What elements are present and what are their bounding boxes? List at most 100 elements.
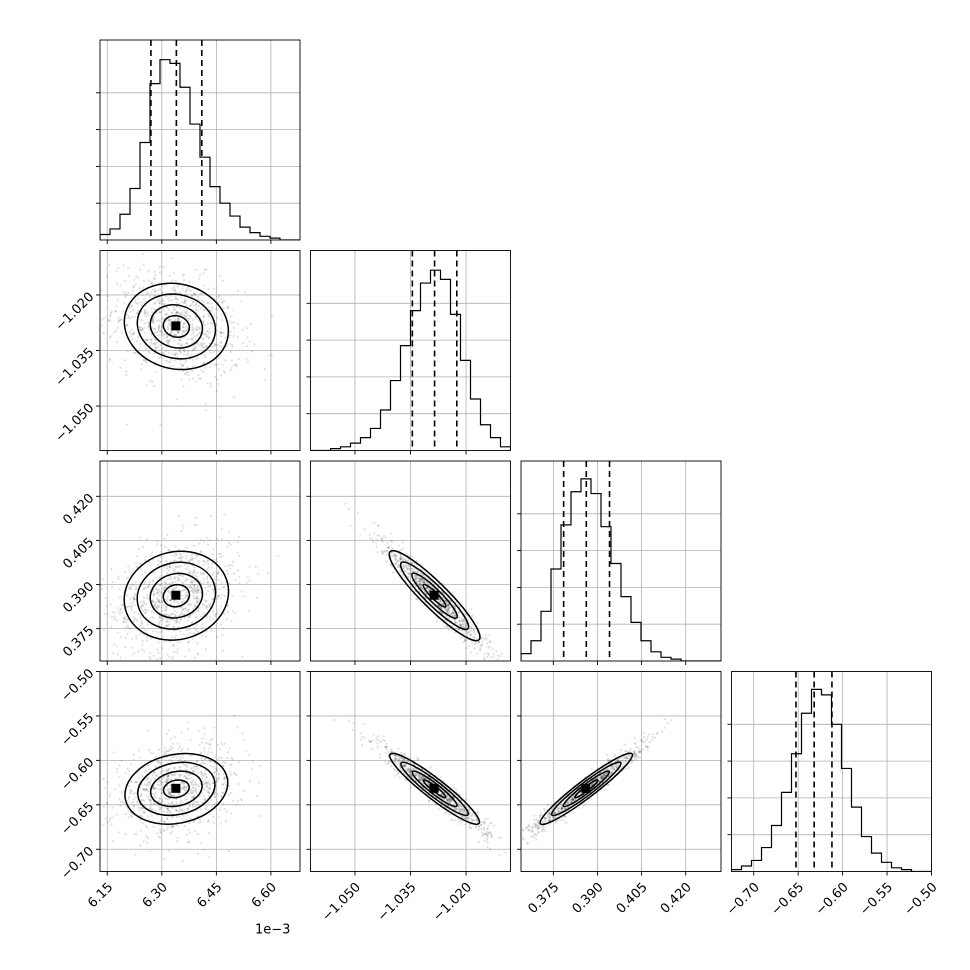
panel-1-1: [306, 250, 511, 455]
scatter-point: [188, 288, 191, 291]
scatter-point: [157, 598, 161, 602]
scatter-point: [188, 571, 191, 575]
scatter-point: [420, 776, 423, 780]
scatter-point: [163, 586, 166, 590]
scatter-point: [194, 789, 197, 792]
scatter-point: [221, 743, 224, 746]
scatter-point: [461, 807, 464, 810]
scatter-point: [146, 764, 149, 768]
scatter-point: [168, 759, 171, 762]
scatter-point: [167, 774, 170, 778]
scatter-point: [158, 271, 162, 274]
scatter-point: [216, 343, 219, 347]
scatter-point: [447, 610, 450, 613]
scatter-point: [108, 336, 112, 339]
scatter-point: [149, 341, 152, 344]
scatter-point: [454, 615, 457, 618]
scatter-point: [168, 598, 172, 602]
scatter-point: [437, 604, 440, 607]
scatter-point: [157, 761, 160, 764]
scatter-point: [394, 760, 397, 763]
scatter-point: [188, 559, 192, 562]
scatter-point: [158, 623, 161, 627]
scatter-point: [411, 570, 415, 573]
scatter-point: [223, 778, 226, 781]
scatter-point: [459, 624, 463, 627]
scatter-point: [400, 582, 403, 586]
scatter-point: [147, 270, 150, 273]
scatter-point: [123, 618, 126, 621]
scatter-point: [127, 274, 131, 278]
scatter-point: [420, 577, 423, 580]
scatter-point: [409, 568, 413, 571]
scatter-point: [139, 632, 142, 635]
scatter-point: [191, 558, 194, 562]
scatter-point: [185, 764, 188, 767]
scatter-point: [208, 365, 211, 369]
scatter-point: [402, 757, 406, 760]
scatter-point: [198, 326, 201, 329]
scatter-point: [222, 773, 225, 776]
scatter-point: [190, 294, 194, 297]
scatter-point: [418, 584, 421, 587]
scatter-point: [215, 780, 218, 783]
scatter-point: [171, 742, 175, 745]
scatter-point: [642, 741, 646, 744]
scatter-point: [216, 743, 220, 746]
scatter-point: [196, 317, 199, 320]
scatter-point: [190, 337, 193, 340]
scatter-point: [422, 574, 425, 577]
scatter-point: [377, 738, 380, 741]
scatter-point: [181, 287, 184, 291]
scatter-point: [149, 333, 153, 336]
scatter-point: [144, 359, 147, 362]
scatter-point: [408, 767, 411, 770]
scatter-point: [200, 776, 204, 779]
scatter-point: [221, 554, 224, 558]
scatter-point: [225, 618, 228, 621]
scatter-point: [159, 423, 162, 426]
scatter-point: [186, 342, 189, 345]
scatter-point: [183, 789, 187, 792]
scatter-point: [186, 773, 189, 776]
scatter-point: [201, 604, 205, 607]
scatter-point: [140, 792, 144, 795]
scatter-point: [161, 351, 164, 354]
scatter-point: [190, 557, 193, 560]
scatter-point: [167, 768, 170, 771]
scatter-point: [176, 298, 179, 301]
scatter-point: [212, 821, 215, 824]
scatter-point: [404, 558, 407, 561]
scatter-point: [164, 313, 167, 316]
scatter-point: [145, 597, 149, 600]
scatter-point: [146, 841, 149, 844]
scatter-point: [200, 757, 203, 760]
density-peak: [171, 590, 181, 600]
scatter-point: [540, 829, 544, 832]
scatter-point: [111, 839, 115, 843]
scatter-point: [449, 797, 452, 800]
scatter-point: [166, 788, 170, 791]
scatter-point: [181, 555, 184, 559]
scatter-point: [193, 769, 196, 772]
scatter-point: [550, 809, 553, 812]
scatter-point: [150, 814, 154, 817]
scatter-point: [439, 600, 442, 603]
scatter-point: [130, 602, 133, 605]
scatter-point: [173, 289, 176, 292]
scatter-point: [224, 820, 227, 823]
scatter-point: [384, 745, 387, 748]
scatter-point: [439, 606, 442, 609]
scatter-point: [143, 587, 146, 590]
scatter-point: [385, 560, 388, 564]
scatter-point: [469, 633, 472, 636]
scatter-point: [473, 629, 476, 632]
scatter-point: [191, 637, 194, 641]
scatter-point: [176, 625, 180, 629]
contour-level: [149, 304, 204, 349]
scatter-point: [233, 714, 236, 717]
scatter-point: [195, 623, 198, 627]
scatter-point: [173, 359, 176, 362]
scatter-point: [162, 309, 165, 312]
scatter-point: [167, 341, 170, 344]
